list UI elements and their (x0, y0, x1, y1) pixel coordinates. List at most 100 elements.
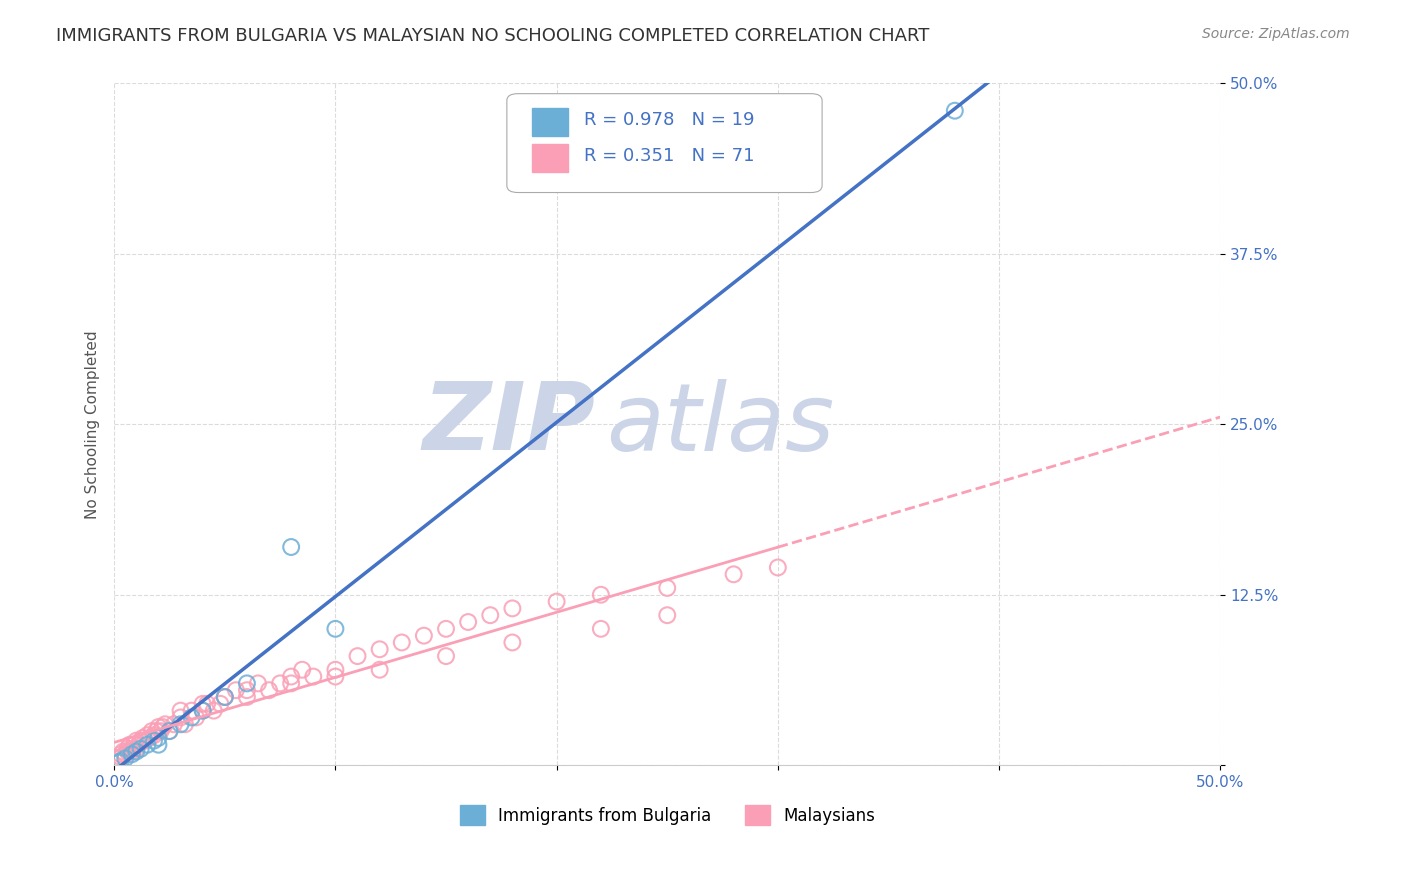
Point (145, 724, 167, 739)
Y-axis label: No Schooling Completed: No Schooling Completed (86, 330, 100, 518)
Point (117, 745, 139, 759)
Point (129, 741, 152, 756)
Point (209, 697, 232, 711)
Point (412, 629, 434, 643)
Point (136, 738, 159, 752)
FancyBboxPatch shape (506, 94, 823, 193)
Point (280, 669, 302, 683)
Point (153, 717, 176, 731)
Point (257, 683, 280, 698)
Point (657, 581, 679, 595)
Point (501, 601, 523, 615)
Point (125, 733, 148, 747)
Point (589, 588, 612, 602)
Point (195, 697, 218, 711)
Point (148, 731, 170, 745)
Point (143, 728, 166, 742)
Point (136, 728, 159, 742)
Point (148, 720, 170, 734)
Text: R = 0.978   N = 19: R = 0.978 N = 19 (585, 111, 755, 128)
Point (202, 704, 225, 718)
Point (191, 697, 214, 711)
Point (159, 724, 181, 739)
Point (214, 690, 236, 704)
Point (346, 649, 368, 664)
Point (368, 663, 391, 677)
Point (105, 751, 128, 765)
Point (325, 622, 347, 636)
Point (112, 745, 135, 759)
Point (501, 635, 523, 649)
Point (114, 751, 136, 765)
Point (148, 738, 170, 752)
Point (169, 704, 191, 718)
Point (479, 608, 502, 623)
Point (368, 642, 391, 657)
Point (132, 731, 155, 745)
Point (269, 676, 291, 690)
Legend: Immigrants from Bulgaria, Malaysians: Immigrants from Bulgaria, Malaysians (453, 798, 882, 832)
FancyBboxPatch shape (533, 108, 568, 136)
Point (110, 750, 132, 764)
Point (236, 676, 259, 690)
Point (943, 103, 966, 118)
Point (169, 717, 191, 731)
Point (546, 594, 568, 608)
Point (325, 669, 347, 683)
Point (125, 745, 148, 759)
Point (149, 724, 172, 739)
Point (118, 738, 141, 752)
Point (191, 704, 214, 718)
Point (122, 738, 145, 752)
Point (117, 741, 139, 756)
Point (129, 733, 152, 747)
Point (723, 567, 745, 582)
Point (280, 540, 302, 554)
Point (143, 733, 166, 747)
Point (163, 717, 186, 731)
Point (180, 704, 202, 718)
Point (434, 622, 457, 636)
Text: IMMIGRANTS FROM BULGARIA VS MALAYSIAN NO SCHOOLING COMPLETED CORRELATION CHART: IMMIGRANTS FROM BULGARIA VS MALAYSIAN NO… (56, 27, 929, 45)
Point (121, 747, 143, 762)
Point (110, 754, 132, 768)
Point (325, 663, 347, 677)
Point (246, 676, 269, 690)
Point (121, 745, 143, 759)
Point (134, 733, 156, 747)
FancyBboxPatch shape (533, 144, 568, 172)
Point (107, 751, 129, 765)
Point (174, 717, 197, 731)
Point (236, 683, 259, 698)
Point (766, 560, 789, 574)
Point (589, 622, 612, 636)
Point (169, 710, 191, 724)
Point (391, 635, 413, 649)
Point (457, 615, 479, 629)
Point (225, 683, 247, 698)
Point (434, 649, 457, 664)
Point (236, 690, 259, 704)
Point (114, 747, 136, 762)
Point (184, 710, 207, 724)
Point (141, 724, 163, 739)
Point (214, 690, 236, 704)
Text: Source: ZipAtlas.com: Source: ZipAtlas.com (1202, 27, 1350, 41)
Point (214, 690, 236, 704)
Text: atlas: atlas (606, 379, 835, 470)
Point (291, 663, 314, 677)
Point (180, 710, 202, 724)
Point (138, 731, 160, 745)
Point (125, 741, 148, 756)
Point (159, 724, 181, 739)
Point (302, 669, 325, 683)
Point (128, 738, 150, 752)
Point (107, 756, 129, 770)
Text: R = 0.351   N = 71: R = 0.351 N = 71 (585, 147, 755, 165)
Point (657, 608, 679, 623)
Point (121, 741, 143, 756)
Point (191, 704, 214, 718)
Point (280, 676, 302, 690)
Point (152, 720, 174, 734)
Point (110, 747, 132, 762)
